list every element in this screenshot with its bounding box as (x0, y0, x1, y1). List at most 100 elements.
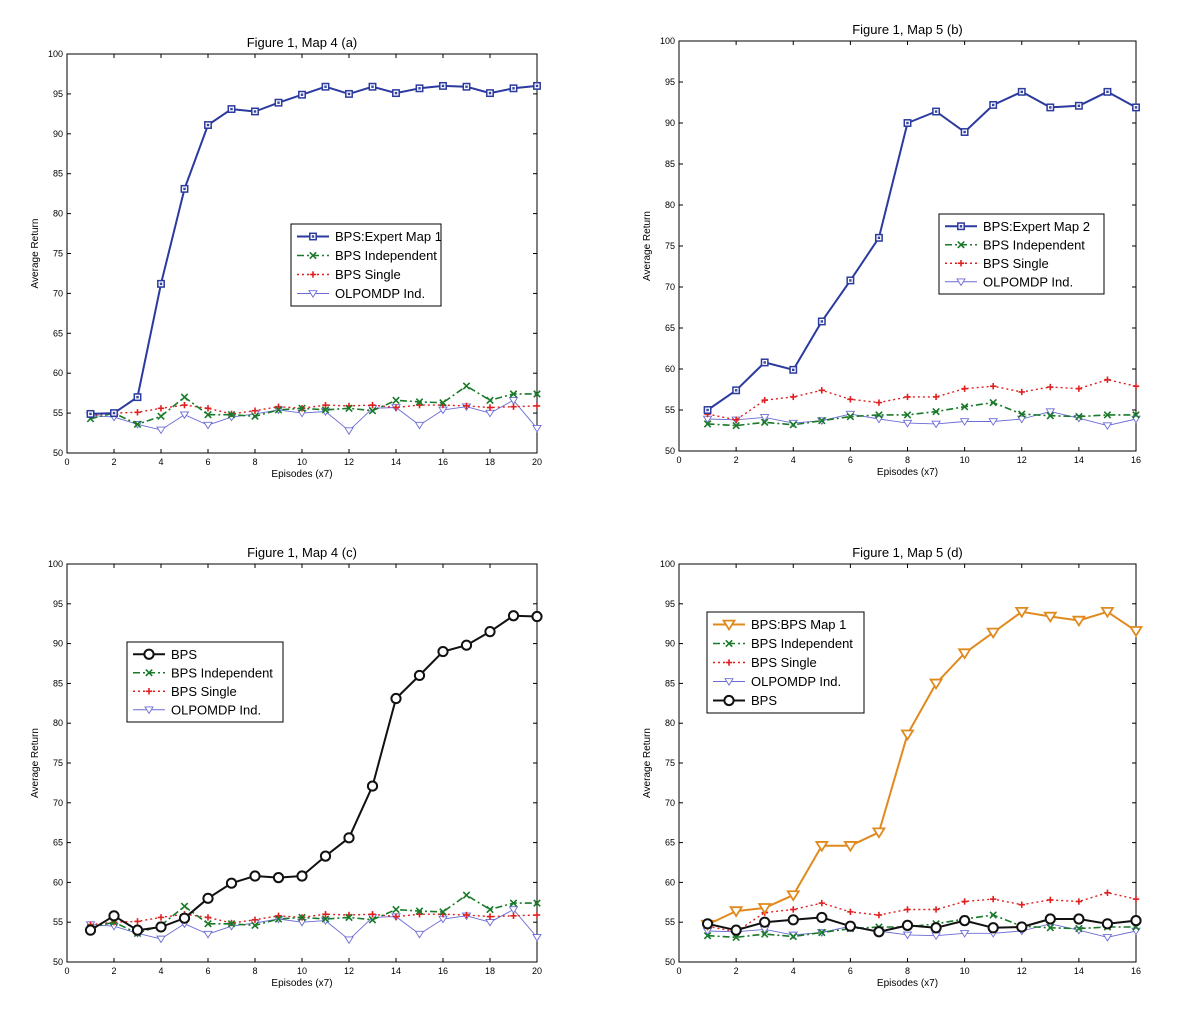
data-point-5 (814, 841, 829, 853)
square-marker (415, 84, 424, 93)
square-marker (309, 232, 317, 241)
square-marker (462, 82, 471, 91)
y-tick-label: 85 (665, 159, 675, 169)
data-point-14 (392, 396, 400, 405)
legend-label: OLPOMDP Ind. (751, 674, 841, 689)
data-point-6 (203, 421, 213, 430)
data-point-10 (959, 930, 970, 938)
square-marker-inner (441, 84, 445, 88)
x-tick-label: 16 (1131, 455, 1141, 465)
y-tick-label: 70 (53, 288, 63, 298)
y-tick-label: 50 (53, 448, 63, 458)
data-point-12 (1014, 607, 1029, 619)
data-point-4 (786, 890, 801, 902)
square-marker (298, 90, 306, 99)
square-marker-inner (991, 103, 995, 107)
y-tick-label: 50 (665, 446, 675, 456)
y-tick-label: 85 (53, 169, 63, 179)
square-marker (274, 98, 283, 107)
x-marker-stroke (251, 412, 259, 421)
legend-item: OLPOMDP Ind. (945, 274, 1073, 289)
data-point-1 (703, 406, 712, 414)
data-point-4 (156, 426, 166, 435)
square-marker (392, 89, 400, 98)
y-axis-label: Average Return (642, 211, 653, 281)
x-marker-stroke (509, 390, 518, 398)
x-marker-stroke (903, 411, 912, 419)
x-marker-stroke (509, 899, 518, 907)
x-marker-stroke (274, 915, 283, 923)
data-point-5 (179, 411, 190, 420)
data-point-8 (902, 419, 913, 428)
data-point-17 (463, 911, 470, 919)
data-point-7 (227, 105, 236, 114)
data-point-0 (725, 639, 733, 648)
data-point-8 (903, 119, 912, 127)
data-point-14 (392, 913, 400, 920)
y-tick-label: 75 (53, 249, 63, 259)
data-point-4 (789, 365, 798, 374)
square-marker (703, 406, 712, 414)
y-tick-label: 65 (53, 328, 63, 338)
legend-label: BPS Single (751, 655, 817, 670)
data-point-0 (956, 278, 966, 287)
data-point-11 (988, 418, 998, 426)
data-point-0 (957, 240, 965, 249)
data-point-16 (1132, 383, 1140, 390)
square-marker-inner (959, 225, 963, 228)
y-tick-label: 80 (665, 200, 675, 210)
data-point-9 (274, 915, 283, 923)
y-tick-label: 95 (53, 599, 63, 609)
legend-item: BPS Single (945, 256, 1049, 271)
data-point-13 (368, 406, 377, 415)
legend-label: OLPOMDP Ind. (171, 702, 261, 717)
square-marker (1103, 87, 1112, 96)
legend-label: OLPOMDP Ind. (983, 274, 1073, 289)
data-point-4 (790, 393, 797, 401)
legend-item: OLPOMDP Ind. (297, 286, 425, 301)
data-point-8 (251, 412, 259, 421)
data-point-13 (1045, 408, 1056, 417)
x-marker-stroke (932, 407, 940, 416)
data-point-11 (322, 401, 329, 409)
legend-label: BPS:Expert Map 2 (983, 219, 1090, 234)
square-marker-inner (230, 107, 233, 111)
data-point-19 (509, 899, 518, 907)
data-point-8 (251, 921, 259, 930)
data-point-11 (989, 101, 998, 109)
square-marker-inner (849, 279, 852, 282)
data-point-2 (732, 416, 740, 424)
data-point-11 (321, 406, 330, 414)
data-point-4 (156, 935, 166, 944)
x-marker-stroke (760, 418, 769, 427)
data-point-13 (1046, 103, 1055, 112)
data-point-4 (155, 921, 167, 933)
data-point-0 (723, 694, 735, 707)
data-point-2 (729, 906, 744, 918)
legend-item: BPS (133, 647, 197, 662)
x-tick-label: 10 (960, 966, 970, 976)
data-point-11 (989, 383, 997, 390)
data-point-17 (462, 891, 471, 899)
data-point-11 (989, 895, 997, 903)
data-point-10 (298, 404, 306, 413)
data-point-9 (274, 98, 283, 107)
series-line (90, 913, 538, 926)
data-point-10 (957, 648, 972, 660)
data-point-19 (509, 390, 518, 398)
legend: BPS:BPS Map 1 BPS Independent BPS Single OL… (706, 611, 865, 714)
data-point-9 (274, 406, 283, 414)
x-marker-stroke (204, 410, 212, 419)
x-tick-label: 16 (438, 966, 448, 976)
data-point-9 (928, 678, 944, 691)
square-marker (989, 101, 998, 109)
data-point-3 (760, 358, 769, 367)
square-marker (133, 393, 142, 402)
x-tick-label: 20 (532, 457, 542, 467)
x-marker-stroke (1075, 412, 1083, 421)
x-axis-label: Episodes (x7) (271, 469, 332, 480)
x-marker-stroke (533, 390, 541, 398)
chart-title: Figure 1, Map 4 (c) (247, 545, 357, 560)
legend-item: BPS Independent (713, 636, 853, 651)
